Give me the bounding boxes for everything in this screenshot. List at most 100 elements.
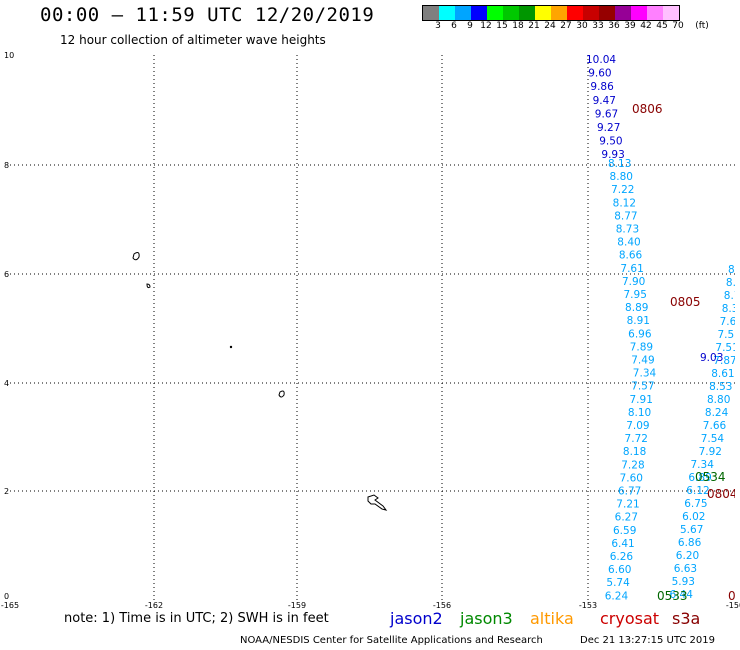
colorbar-swatch — [535, 6, 551, 20]
colorbar-swatch — [647, 6, 663, 20]
wave-height-label: 6.27 — [615, 512, 638, 524]
colorbar-label: 27 — [560, 21, 572, 31]
wave-height-label: 7.49 — [631, 355, 654, 367]
y-tick-label: 2 — [4, 487, 10, 496]
colorbar-label: 42 — [640, 21, 652, 31]
wave-height-label: 7.34 — [633, 368, 657, 380]
wave-height-label: 7.72 — [625, 433, 648, 445]
y-tick-label: 4 — [4, 379, 10, 388]
island-outline — [229, 345, 233, 349]
wave-height-label: 9.60 — [588, 68, 611, 80]
colorbar-label: 12 — [480, 21, 492, 31]
wave-height-label: 8.6 — [726, 277, 735, 289]
wave-height-label: 6.02 — [682, 511, 705, 523]
colorbar-label: 24 — [544, 21, 556, 31]
colorbar-swatch — [631, 6, 647, 20]
pass-time-label: 0804 — [707, 487, 735, 501]
wave-height-label: 6.20 — [676, 550, 699, 562]
colorbar-swatch — [503, 6, 519, 20]
wave-height-label: 9.27 — [597, 122, 620, 134]
wave-height-label: 9.03 — [700, 352, 723, 364]
colorbar-swatch — [487, 6, 503, 20]
wave-height-label: 8.12 — [613, 197, 636, 209]
colorbar-swatch — [455, 6, 471, 20]
wave-height-label: 5.93 — [672, 576, 695, 588]
colorbar-swatch — [583, 6, 599, 20]
wave-height-label: 6.89 — [688, 472, 711, 484]
wave-height-label: 7.54 — [701, 433, 725, 445]
colorbar-swatch — [519, 6, 535, 20]
island-outline — [278, 390, 285, 398]
colorbar-label: 33 — [592, 21, 604, 31]
wave-height-label: 8.24 — [705, 407, 729, 419]
wave-height-label: 7.22 — [611, 184, 634, 196]
colorbar-swatch — [423, 6, 439, 20]
colorbar-swatch — [567, 6, 583, 20]
wave-height-label: 7.60 — [620, 472, 643, 484]
wave-height-label: 6.59 — [613, 525, 636, 537]
colorbar-label: (ft) — [695, 21, 709, 31]
satellite-legend-item: jason3 — [460, 609, 513, 628]
wave-height-label: 7.66 — [703, 420, 727, 432]
wave-height-label: 6.41 — [611, 538, 634, 550]
colorbar-label: 9 — [467, 21, 473, 31]
wave-height-label: 8.18 — [623, 446, 646, 458]
satellite-legend-item: cryosat — [600, 609, 660, 628]
wave-height-label: 6.96 — [628, 328, 652, 340]
pass-time-label: 0806 — [632, 102, 663, 116]
y-tick-label: 8 — [4, 161, 10, 170]
wave-height-label: 8.73 — [616, 224, 639, 236]
colorbar-swatch — [599, 6, 615, 20]
colorbar-label: 6 — [451, 21, 457, 31]
colorbar-swatch — [615, 6, 631, 20]
colorbar-label: 36 — [608, 21, 620, 31]
wave-height-label: 8.91 — [627, 315, 650, 327]
wave-height-label: 8.89 — [625, 302, 648, 314]
map-plot[interactable]: 10.049.609.869.479.679.279.509.938.138.8… — [10, 55, 735, 600]
y-tick-label: 0 — [4, 592, 10, 601]
y-tick-label: 10 — [4, 51, 15, 60]
page-subtitle: 12 hour collection of altimeter wave hei… — [60, 33, 326, 47]
x-tick-label: -150 — [725, 601, 740, 610]
colorbar-swatch — [471, 6, 487, 20]
wave-height-label: 7.91 — [630, 394, 653, 406]
x-tick-label: -162 — [144, 601, 164, 610]
wave-height-label: 5.74 — [606, 577, 630, 589]
wave-height-label: 6.26 — [610, 551, 634, 563]
colorbar-swatch — [439, 6, 455, 20]
wave-height-label: 7.89 — [630, 341, 653, 353]
x-tick-label: -156 — [432, 601, 452, 610]
timestamp-text: Dec 21 13:27:15 UTC 2019 — [580, 635, 715, 646]
wave-height-label: 8.53 — [709, 381, 732, 393]
wave-height-label: 9.86 — [590, 81, 614, 93]
wave-height-label: 7.92 — [699, 446, 722, 458]
wave-height-label: 8.7 — [728, 264, 735, 276]
island-outline — [132, 252, 140, 261]
wave-height-label: 6.63 — [674, 563, 697, 575]
wave-height-label: 6.24 — [605, 590, 629, 600]
page-title: 00:00 – 11:59 UTC 12/20/2019 — [40, 4, 375, 26]
colorbar-label: 39 — [624, 21, 636, 31]
wave-height-label: 6.86 — [678, 537, 702, 549]
wave-height-label: 7.21 — [616, 499, 639, 511]
wave-height-label: 8.80 — [610, 171, 633, 183]
wave-height-label: 7.09 — [626, 420, 649, 432]
island-outline — [367, 494, 388, 511]
y-tick-label: 6 — [4, 270, 10, 279]
wave-height-label: 6.12 — [686, 485, 709, 497]
wave-height-label: 7.28 — [621, 459, 644, 471]
wave-height-label: 8.37 — [722, 303, 735, 315]
wave-height-label: 5.67 — [680, 524, 703, 536]
x-tick-label: -153 — [578, 601, 598, 610]
wave-height-label: 7.65 — [720, 316, 735, 328]
wave-height-label: 7.95 — [624, 289, 647, 301]
x-tick-label: -165 — [0, 601, 20, 610]
pass-time-label: 0 — [728, 589, 735, 600]
colorbar-label: 30 — [576, 21, 588, 31]
colorbar — [422, 5, 680, 21]
island-outline — [146, 283, 151, 289]
wave-height-label: 8.13 — [608, 158, 631, 170]
satellite-legend-item: jason2 — [390, 609, 443, 628]
pass-time-label: 0533 — [657, 589, 688, 600]
satellite-legend-item: s3a — [672, 609, 701, 628]
